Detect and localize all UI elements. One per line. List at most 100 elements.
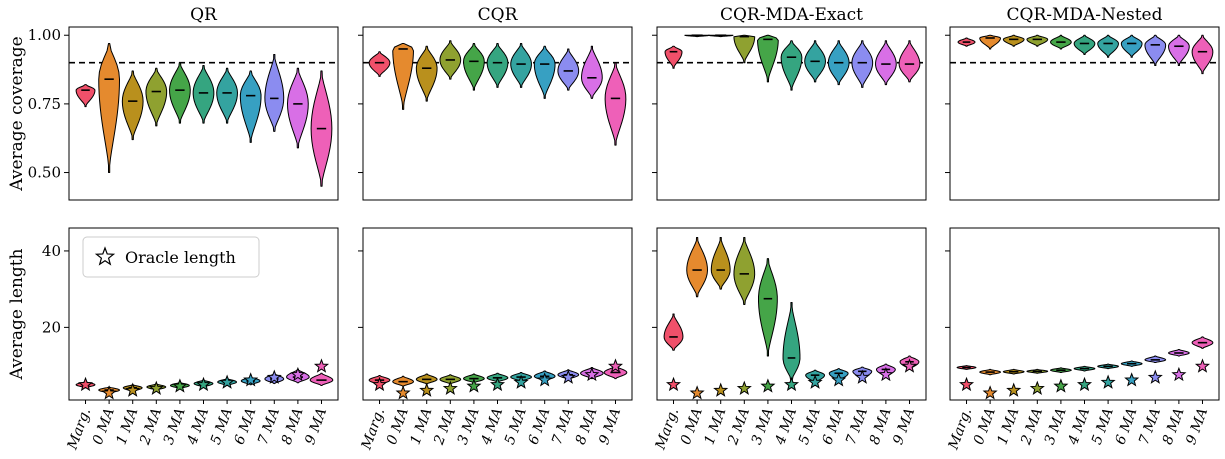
xtick-label: Marg. xyxy=(652,406,682,453)
panel-title: CQR-MDA-Nested xyxy=(1007,5,1163,25)
oracle-star-8 xyxy=(266,369,282,384)
xtick-label: Marg. xyxy=(945,406,975,453)
oracle-star-0 xyxy=(371,376,388,392)
legend-box xyxy=(82,236,260,278)
violin-5 xyxy=(780,40,803,91)
violin-8 xyxy=(264,53,285,132)
violin-10 xyxy=(604,62,627,146)
violin-6 xyxy=(1097,34,1119,58)
oracle-star-9 xyxy=(290,366,306,382)
violin-5 xyxy=(1073,34,1096,55)
coverage_row-panel-3: CQR-MDA-Nested xyxy=(945,5,1220,201)
violin-1 xyxy=(686,237,708,298)
oracle-star-1 xyxy=(395,385,411,400)
oracle-star-4 xyxy=(172,378,188,393)
violin-3 xyxy=(1026,34,1049,47)
violin-9 xyxy=(1168,34,1190,66)
violin-2 xyxy=(710,237,731,290)
violin-0 xyxy=(368,51,391,77)
oracle-star-3 xyxy=(736,380,752,395)
oracle-star-5 xyxy=(489,376,506,392)
legend: Oracle length xyxy=(82,236,260,278)
violin-5 xyxy=(486,42,509,88)
panel-title: QR xyxy=(190,5,218,25)
oracle-star-7 xyxy=(243,372,259,387)
oracle-star-1 xyxy=(689,385,705,400)
oracle-star-5 xyxy=(195,376,212,392)
oracle-star-9 xyxy=(878,366,894,382)
oracle-star-9 xyxy=(1171,366,1187,382)
violin-5 xyxy=(192,64,215,124)
violin-10 xyxy=(898,40,921,83)
ytick-label: 20 xyxy=(42,318,61,336)
oracle-star-4 xyxy=(760,378,776,393)
violin-4 xyxy=(757,34,779,83)
coverage_row-panel-2: CQR-MDA-Exact xyxy=(652,5,927,201)
violin-9 xyxy=(581,45,603,99)
violin-6 xyxy=(510,42,532,88)
violin-0 xyxy=(663,313,684,351)
oracle-star-0 xyxy=(958,376,975,392)
oracle-star-4 xyxy=(466,378,482,393)
violin-7 xyxy=(533,45,556,99)
oracle-star-0 xyxy=(665,376,682,392)
panel-frame xyxy=(68,26,339,201)
xtick-label: 9 MA xyxy=(596,406,624,447)
violin-1 xyxy=(979,34,1001,50)
violin-3 xyxy=(145,67,168,127)
panel-frame xyxy=(656,26,927,201)
violin-6 xyxy=(216,67,238,124)
oracle-star-8 xyxy=(560,369,576,384)
oracle-star-5 xyxy=(1076,376,1093,392)
xtick-label: 9 MA xyxy=(890,406,918,447)
violin-9 xyxy=(287,67,309,149)
xtick-label: Marg. xyxy=(64,406,94,453)
oracle-star-2 xyxy=(1006,382,1022,397)
violin-9 xyxy=(875,40,897,86)
ytick-label: 40 xyxy=(42,242,61,260)
violin-4 xyxy=(758,258,778,357)
violin-7 xyxy=(1120,34,1143,58)
oracle-star-0 xyxy=(77,376,94,392)
oracle-star-3 xyxy=(148,380,164,395)
oracle-star-1 xyxy=(982,385,998,400)
violin-2 xyxy=(415,45,438,102)
violin-3 xyxy=(733,34,756,64)
ytick-label: 1.00 xyxy=(28,26,61,44)
violin-0 xyxy=(664,45,683,69)
oracle-star-6 xyxy=(219,374,235,389)
oracle-star-4 xyxy=(1053,378,1069,393)
panel-title: CQR-MDA-Exact xyxy=(720,5,863,25)
violin-2 xyxy=(1002,34,1025,47)
oracle-star-7 xyxy=(831,372,847,387)
violin-8 xyxy=(851,40,874,88)
violin-8 xyxy=(1144,34,1167,66)
violin-8 xyxy=(557,48,580,91)
ytick-label: 0.75 xyxy=(28,95,61,113)
violin-1 xyxy=(392,42,414,110)
violin-0 xyxy=(75,84,96,108)
violin-5 xyxy=(782,302,801,382)
oracle-star-5 xyxy=(783,376,800,392)
panel-frame xyxy=(362,26,633,201)
oracle-star-2 xyxy=(419,382,435,397)
oracle-star-6 xyxy=(1100,374,1116,389)
oracle-star-10 xyxy=(901,358,918,373)
coverage_row-panel-1: CQR xyxy=(358,5,633,201)
ytick-label: 0.50 xyxy=(28,164,61,182)
oracle-star-8 xyxy=(854,369,870,384)
oracle-star-2 xyxy=(125,382,141,397)
coverage_row-ylabel: Average coverage xyxy=(7,36,27,192)
oracle-star-10 xyxy=(607,358,624,373)
length_row-panel-3: Marg.0 MA1 MA2 MA3 MA4 MA5 MA6 MA7 MA8 M… xyxy=(945,227,1220,453)
oracle-star-6 xyxy=(513,374,529,389)
oracle-star-3 xyxy=(1029,380,1045,395)
xtick-label: Marg. xyxy=(358,406,388,453)
violin-3 xyxy=(733,237,756,305)
oracle-star-1 xyxy=(101,385,117,400)
oracle-star-10 xyxy=(1194,358,1211,373)
oracle-star-2 xyxy=(713,382,729,397)
legend-star-icon xyxy=(94,246,116,266)
